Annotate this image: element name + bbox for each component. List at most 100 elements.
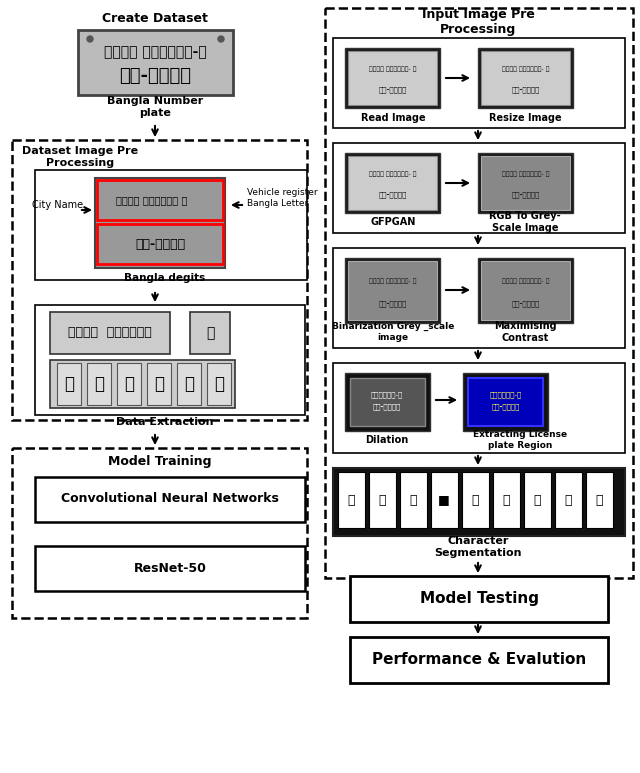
Text: ৪২-৫৩৭৭: ৪২-৫৩৭৭ — [511, 87, 540, 94]
Bar — [350, 378, 425, 426]
Text: ঢাকা মেট্রো- গ: ঢাকা মেট্রো- গ — [502, 66, 549, 72]
Bar — [78, 30, 233, 95]
Bar — [12, 448, 307, 618]
Bar — [345, 48, 440, 108]
Text: ৫: ৫ — [124, 375, 134, 393]
Bar — [57, 363, 81, 405]
Text: মেট্রো-গ: মেট্রো-গ — [490, 392, 522, 398]
Text: ৫: ৫ — [471, 493, 479, 506]
Text: ৪২-৫৩৭৭: ৪২-৫৩৭৭ — [378, 192, 406, 199]
Bar — [345, 258, 440, 323]
Text: ঢাকা  মেট্রো: ঢাকা মেট্রো — [68, 326, 152, 339]
Text: ঢাকা মেট্রো- গ: ঢাকা মেট্রো- গ — [502, 171, 549, 177]
Text: ৭: ৭ — [595, 493, 603, 506]
Bar — [348, 156, 437, 210]
Bar — [348, 51, 437, 105]
Text: ৪২-৫৩৭৭: ৪২-৫৩৭৭ — [120, 67, 191, 85]
Text: গ: গ — [206, 326, 214, 340]
Bar — [350, 576, 608, 622]
Text: ৭: ৭ — [533, 493, 541, 506]
Text: Bangla Number
plate: Bangla Number plate — [107, 96, 203, 117]
Bar — [350, 637, 608, 683]
Bar — [333, 248, 625, 348]
Bar — [586, 472, 613, 528]
Bar — [463, 373, 548, 431]
Bar — [555, 472, 582, 528]
Text: ঢাকা মেট্রো- গ: ঢাকা মেট্রো- গ — [369, 171, 416, 177]
Text: Character
Segmentation: Character Segmentation — [435, 536, 522, 558]
Text: ণ: ণ — [502, 493, 509, 506]
Text: Performance & Evalution: Performance & Evalution — [372, 652, 586, 668]
Bar — [345, 373, 430, 431]
Text: ঢাকা মেট্রো- গ: ঢাকা মেট্রো- গ — [502, 278, 549, 284]
Text: Convolutional Neural Networks: Convolutional Neural Networks — [61, 492, 279, 506]
Bar — [345, 153, 440, 213]
Bar — [147, 363, 171, 405]
Text: ঢাকা মেট্রো- গ: ঢাকা মেট্রো- গ — [369, 278, 416, 284]
Text: ৪২-৫৩৭৭: ৪২-৫৩৭৭ — [511, 300, 540, 307]
Text: Input Image Pre
Processing: Input Image Pre Processing — [422, 8, 534, 36]
Text: ল: ল — [378, 493, 386, 506]
Text: ৪২-৫৩৭৭: ৪২-৫৩৭৭ — [511, 192, 540, 199]
Text: Model Training: Model Training — [108, 455, 212, 468]
Bar — [369, 472, 396, 528]
Text: RGB To Grey-
Scale Image: RGB To Grey- Scale Image — [489, 211, 561, 233]
Bar — [35, 170, 307, 280]
Bar — [481, 261, 570, 320]
Bar — [478, 153, 573, 213]
Text: ঢাকা মেট্রো-গ: ঢাকা মেট্রো-গ — [104, 45, 207, 59]
Text: ৭: ৭ — [184, 375, 194, 393]
Text: ৪২-৫৩৭৭: ৪২-৫৩৭৭ — [378, 300, 406, 307]
Text: ৩: ৩ — [564, 493, 572, 506]
Bar — [338, 472, 365, 528]
Bar — [50, 312, 170, 354]
Text: Bangla degits: Bangla degits — [124, 273, 205, 283]
Bar — [207, 363, 231, 405]
Bar — [478, 258, 573, 323]
Bar — [478, 48, 573, 108]
Bar — [325, 8, 633, 578]
Bar — [333, 363, 625, 453]
Bar — [333, 143, 625, 233]
Bar — [177, 363, 201, 405]
Text: ৯: ৯ — [348, 493, 355, 506]
Text: ResNet-50: ResNet-50 — [134, 561, 207, 574]
Bar — [117, 363, 141, 405]
Text: ২: ২ — [94, 375, 104, 393]
Bar — [348, 261, 437, 320]
Circle shape — [87, 36, 93, 42]
Text: ৩: ৩ — [154, 375, 164, 393]
Text: Resize Image: Resize Image — [489, 113, 561, 123]
Text: ৪: ৪ — [64, 375, 74, 393]
Bar — [97, 180, 223, 220]
Bar — [481, 51, 570, 105]
Bar — [190, 312, 230, 354]
Text: Data Extraction: Data Extraction — [116, 417, 214, 427]
Text: Extracting License
plate Region: Extracting License plate Region — [473, 431, 567, 450]
Bar — [431, 472, 458, 528]
Bar — [333, 38, 625, 128]
Bar — [524, 472, 551, 528]
Bar — [95, 178, 225, 268]
Text: Binarization Grey _scale
image: Binarization Grey _scale image — [332, 322, 454, 342]
Text: Vehicle register
Bangla Letter: Vehicle register Bangla Letter — [247, 189, 317, 208]
Bar — [97, 224, 223, 264]
Bar — [87, 363, 111, 405]
Bar — [35, 305, 305, 415]
Bar — [333, 468, 625, 536]
Text: ঢাকা মেট্রো- গ: ঢাকা মেট্রো- গ — [369, 66, 416, 72]
Bar — [462, 472, 489, 528]
Text: ৪২-৮৯৫৭: ৪২-৮৯৫৭ — [373, 404, 401, 410]
Bar — [400, 472, 427, 528]
Text: ৯: ৯ — [409, 493, 417, 506]
Text: Read Image: Read Image — [361, 113, 426, 123]
Bar — [35, 477, 305, 522]
Text: Dilation: Dilation — [365, 435, 408, 445]
Text: ৪২-৮৯৫৭: ৪২-৮৯৫৭ — [492, 404, 520, 410]
Text: Model Testing: Model Testing — [419, 591, 538, 607]
Text: ৪২-৫৩৭৭: ৪২-৫৩৭৭ — [378, 87, 406, 94]
Bar — [468, 378, 543, 426]
Text: Maximising
Contrast: Maximising Contrast — [493, 322, 556, 342]
Text: GFPGAN: GFPGAN — [371, 217, 416, 227]
Bar — [35, 546, 305, 591]
